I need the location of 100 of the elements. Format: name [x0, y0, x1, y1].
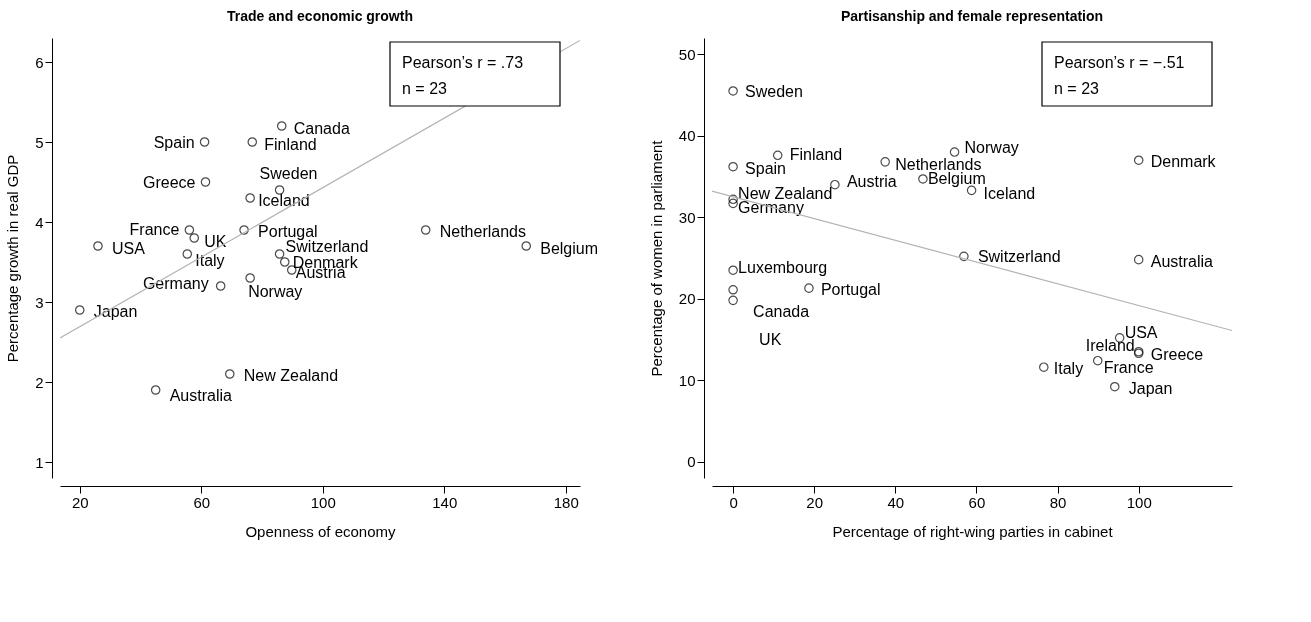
point: [804, 283, 814, 293]
point: [1133, 254, 1144, 265]
point: [247, 137, 258, 147]
point: [420, 225, 431, 235]
point: [276, 121, 287, 131]
point: [918, 174, 928, 184]
data-label: Australia: [1150, 252, 1214, 270]
x-tick-label: 100: [1126, 493, 1152, 511]
point: [772, 150, 783, 161]
chart-title: Trade and economic growth: [227, 8, 413, 24]
point: [184, 225, 195, 235]
y-tick-label: 4: [35, 213, 44, 231]
data-label: Portugal: [258, 223, 318, 240]
y-tick-label: 1: [35, 453, 44, 471]
point: [1092, 355, 1103, 366]
data-label: Canada: [293, 120, 350, 137]
point: [74, 305, 85, 315]
point: [728, 198, 738, 209]
y-tick-label: 6: [35, 53, 44, 71]
point: [150, 385, 161, 395]
point: [830, 179, 840, 190]
x-tick-label: 60: [968, 493, 986, 511]
x-tick-label: 20: [71, 493, 89, 511]
data-label: Australia: [169, 387, 233, 404]
point: [189, 233, 200, 243]
annotation: Pearson’s r = .73: [402, 54, 524, 71]
annotation: Pearson’s r = −.51: [1054, 54, 1185, 71]
y-axis-title: Percentage growth in real GDP: [4, 154, 22, 363]
point: [239, 225, 249, 235]
data-label: Sweden: [745, 82, 803, 100]
y-tick-label: 3: [35, 293, 44, 311]
y-tick-label: 50: [678, 45, 696, 63]
point: [182, 249, 193, 259]
data-label: Italy: [195, 252, 225, 269]
point: [245, 273, 255, 283]
data-label: Finland: [789, 146, 843, 164]
annotation: n = 23: [402, 80, 448, 97]
data-label: Iceland: [983, 185, 1036, 203]
data-label: Finland: [264, 136, 317, 153]
data-label: Belgium: [540, 240, 599, 257]
x-tick-label: 140: [432, 493, 458, 511]
point: [728, 194, 738, 205]
data-label: USA: [111, 240, 146, 257]
point: [728, 285, 738, 295]
point: [93, 241, 103, 251]
y-tick-label: 0: [687, 453, 696, 471]
x-tick-label: 40: [887, 493, 905, 511]
point: [1039, 362, 1049, 372]
point: [200, 177, 211, 187]
data-label: Sweden: [259, 165, 318, 182]
x-tick-label: 20: [806, 493, 824, 511]
point: [949, 147, 960, 157]
point: [245, 193, 255, 203]
y-tick-label: 20: [678, 290, 696, 308]
data-label: Norway: [248, 283, 303, 300]
y-tick-label: 2: [35, 373, 44, 391]
point: [728, 295, 738, 306]
x-tick-label: 0: [729, 493, 738, 511]
point: [521, 241, 532, 251]
x-axis-title: Percentage of right-wing parties in cabinet: [832, 522, 1114, 540]
y-tick-label: 10: [678, 371, 696, 389]
y-axis-title: Percentage of women in parliament: [647, 139, 665, 377]
data-label: France: [129, 221, 180, 238]
y-tick-label: 30: [678, 208, 696, 226]
data-label: Austria: [846, 172, 897, 190]
point: [215, 281, 226, 291]
point: [274, 185, 285, 195]
y-tick-label: 40: [678, 127, 696, 145]
point: [1133, 155, 1144, 165]
annotation: n = 23: [1054, 80, 1100, 97]
x-tick-label: 60: [193, 493, 211, 511]
data-label: Canada: [753, 302, 810, 320]
data-label: Iceland: [258, 192, 310, 209]
x-tick-label: 80: [1049, 493, 1067, 511]
data-label: Denmark: [1150, 153, 1217, 171]
point: [274, 249, 285, 259]
point: [225, 369, 235, 379]
data-label: Italy: [1053, 360, 1084, 378]
data-label: Greece: [143, 174, 196, 191]
data-label: Portugal: [820, 281, 881, 299]
data-label: Switzerland: [977, 248, 1061, 266]
point: [728, 86, 738, 96]
point: [728, 265, 738, 275]
data-label: Netherlands: [439, 223, 526, 240]
data-label: Germany: [142, 275, 209, 292]
data-label: UK: [759, 331, 782, 349]
point: [959, 251, 969, 262]
data-label: New Zealand: [243, 367, 339, 384]
data-label: Norway: [964, 139, 1019, 157]
point: [728, 161, 738, 172]
point: [880, 157, 890, 167]
data-label: UK: [204, 233, 227, 250]
data-label: Japan: [1128, 379, 1173, 397]
x-axis-title: Openness of economy: [245, 522, 397, 540]
data-label: Luxembourg: [738, 259, 828, 277]
data-label: Japan: [93, 303, 138, 320]
point: [279, 257, 290, 267]
x-tick-label: 100: [310, 493, 336, 511]
data-label: Spain: [153, 134, 195, 151]
point: [199, 137, 210, 147]
